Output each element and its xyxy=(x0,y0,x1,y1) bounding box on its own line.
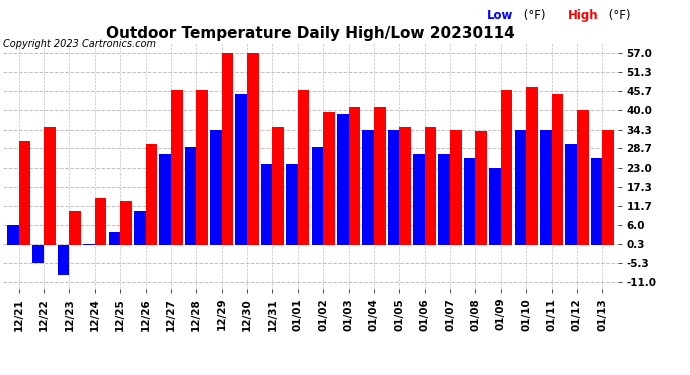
Bar xyxy=(32,245,44,263)
Bar xyxy=(7,225,19,245)
Bar xyxy=(273,127,284,245)
Text: Copyright 2023 Cartronics.com: Copyright 2023 Cartronics.com xyxy=(3,39,157,50)
Bar xyxy=(515,130,526,245)
Bar xyxy=(526,87,538,245)
Text: High: High xyxy=(568,9,598,22)
Bar xyxy=(171,90,183,245)
Bar xyxy=(261,164,273,245)
Text: Low: Low xyxy=(486,9,513,22)
Bar xyxy=(70,211,81,245)
Bar xyxy=(374,107,386,245)
Title: Outdoor Temperature Daily High/Low 20230114: Outdoor Temperature Daily High/Low 20230… xyxy=(106,26,515,40)
Bar xyxy=(185,147,197,245)
Bar xyxy=(413,154,424,245)
Bar xyxy=(577,110,589,245)
Bar xyxy=(388,130,400,245)
Bar xyxy=(298,90,310,245)
Bar xyxy=(501,90,513,245)
Bar xyxy=(146,144,157,245)
Bar xyxy=(602,130,614,245)
Text: (°F): (°F) xyxy=(520,9,545,22)
Bar xyxy=(591,158,602,245)
Bar xyxy=(424,127,436,245)
Bar xyxy=(83,244,95,245)
Bar xyxy=(362,130,374,245)
Bar xyxy=(464,158,475,245)
Bar xyxy=(311,147,323,245)
Bar xyxy=(159,154,171,245)
Bar xyxy=(210,130,221,245)
Bar xyxy=(438,154,450,245)
Bar xyxy=(540,130,551,245)
Bar xyxy=(44,127,56,245)
Bar xyxy=(235,94,247,245)
Bar xyxy=(565,144,577,245)
Bar xyxy=(475,130,487,245)
Bar xyxy=(450,130,462,245)
Bar xyxy=(134,211,146,245)
Bar xyxy=(400,127,411,245)
Bar xyxy=(348,107,360,245)
Bar xyxy=(197,90,208,245)
Bar xyxy=(286,164,298,245)
Text: (°F): (°F) xyxy=(605,9,631,22)
Bar xyxy=(95,198,106,245)
Bar xyxy=(120,201,132,245)
Bar xyxy=(337,114,348,245)
Bar xyxy=(489,168,501,245)
Bar xyxy=(19,141,30,245)
Bar xyxy=(323,112,335,245)
Bar xyxy=(221,53,233,245)
Bar xyxy=(551,94,563,245)
Bar xyxy=(58,245,70,275)
Bar xyxy=(108,231,120,245)
Bar xyxy=(247,53,259,245)
